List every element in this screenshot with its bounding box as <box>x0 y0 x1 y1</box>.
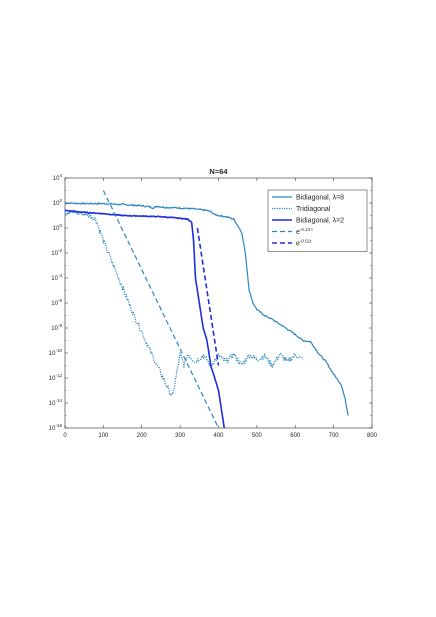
y-tick-base: 10 <box>53 201 60 207</box>
chart-title: N=64 <box>209 167 228 176</box>
y-tick-exp: -16 <box>55 423 62 428</box>
y-tick-label: 10-8 <box>51 323 62 332</box>
series-line-5 <box>196 227 220 366</box>
y-tick-base: 10 <box>49 401 56 407</box>
y-tick-label: 10-6 <box>51 298 62 307</box>
y-tick-exp: -10 <box>55 348 62 353</box>
y-tick-base: 10 <box>51 251 58 257</box>
y-tick-exp: -14 <box>55 398 62 403</box>
x-tick-label: 200 <box>137 433 148 439</box>
legend-label-base: Bidiagonal, λ=2 <box>296 218 344 225</box>
legend-label-exponent: -0.13 t <box>300 227 314 232</box>
y-tick-label: 10-14 <box>49 398 63 407</box>
legend-label: e-0.13 t <box>296 227 313 236</box>
y-tick-base: 10 <box>53 176 60 182</box>
y-tick-base: 10 <box>53 226 60 232</box>
series-line-3 <box>64 209 226 429</box>
series-line-4 <box>102 190 220 429</box>
y-tick-exp: 2 <box>59 198 62 203</box>
y-tick-label: 102 <box>53 198 63 207</box>
x-tick-label: 500 <box>252 433 263 439</box>
x-tick-label: 100 <box>98 433 109 439</box>
series-group <box>64 190 349 429</box>
y-tick-base: 10 <box>49 426 56 432</box>
series-line-2 <box>64 209 304 396</box>
y-tick-label: 10-4 <box>51 273 62 282</box>
legend: Bidiagonal, λ=8 Tridiagonal Bidiagonal, λ=… <box>267 189 368 252</box>
y-tick-base: 10 <box>51 276 58 282</box>
x-tick-label: 0 <box>63 433 67 439</box>
x-tick-label: 700 <box>329 433 340 439</box>
y-tick-base: 10 <box>51 326 58 332</box>
legend-label-base: Bidiagonal, λ=8 <box>296 195 344 202</box>
y-tick-label: 10-16 <box>49 423 63 432</box>
y-tick-exp: 0 <box>59 223 62 228</box>
legend-label: e-0.51t <box>296 239 312 248</box>
y-tick-label: 100 <box>53 223 63 232</box>
y-axis: 10-1610-1410-1210-1010-810-610-410-21001… <box>49 173 372 432</box>
x-axis: 0 100 200 300 400 500 600 700 800 <box>63 178 378 439</box>
y-tick-base: 10 <box>49 376 56 382</box>
y-tick-exp: -6 <box>58 298 62 303</box>
y-tick-exp: -8 <box>58 323 62 328</box>
legend-label-base: e <box>296 241 300 248</box>
series-line-1 <box>64 201 349 416</box>
x-tick-label: 300 <box>175 433 186 439</box>
legend-label-exponent: -0.51t <box>300 239 312 244</box>
legend-label: Bidiagonal, λ=8 <box>296 195 344 202</box>
legend-label-base: e <box>296 229 300 236</box>
legend-label: Bidiagonal, λ=2 <box>296 218 344 225</box>
y-tick-label: 10-10 <box>49 348 63 357</box>
y-tick-base: 10 <box>51 301 58 307</box>
y-tick-exp: -4 <box>58 273 62 278</box>
legend-label-base: Tridiagonal <box>296 206 331 213</box>
y-tick-label: 10-2 <box>51 248 62 257</box>
y-tick-base: 10 <box>49 351 56 357</box>
x-tick-label: 600 <box>290 433 301 439</box>
y-tick-exp: -12 <box>55 373 62 378</box>
legend-label: Tridiagonal <box>296 206 331 213</box>
y-tick-exp: -2 <box>58 248 62 253</box>
y-tick-label: 10-12 <box>49 373 63 382</box>
y-tick-label: 104 <box>53 173 63 182</box>
y-tick-exp: 4 <box>59 173 62 178</box>
x-tick-label: 400 <box>213 433 224 439</box>
x-tick-label: 800 <box>367 433 378 439</box>
